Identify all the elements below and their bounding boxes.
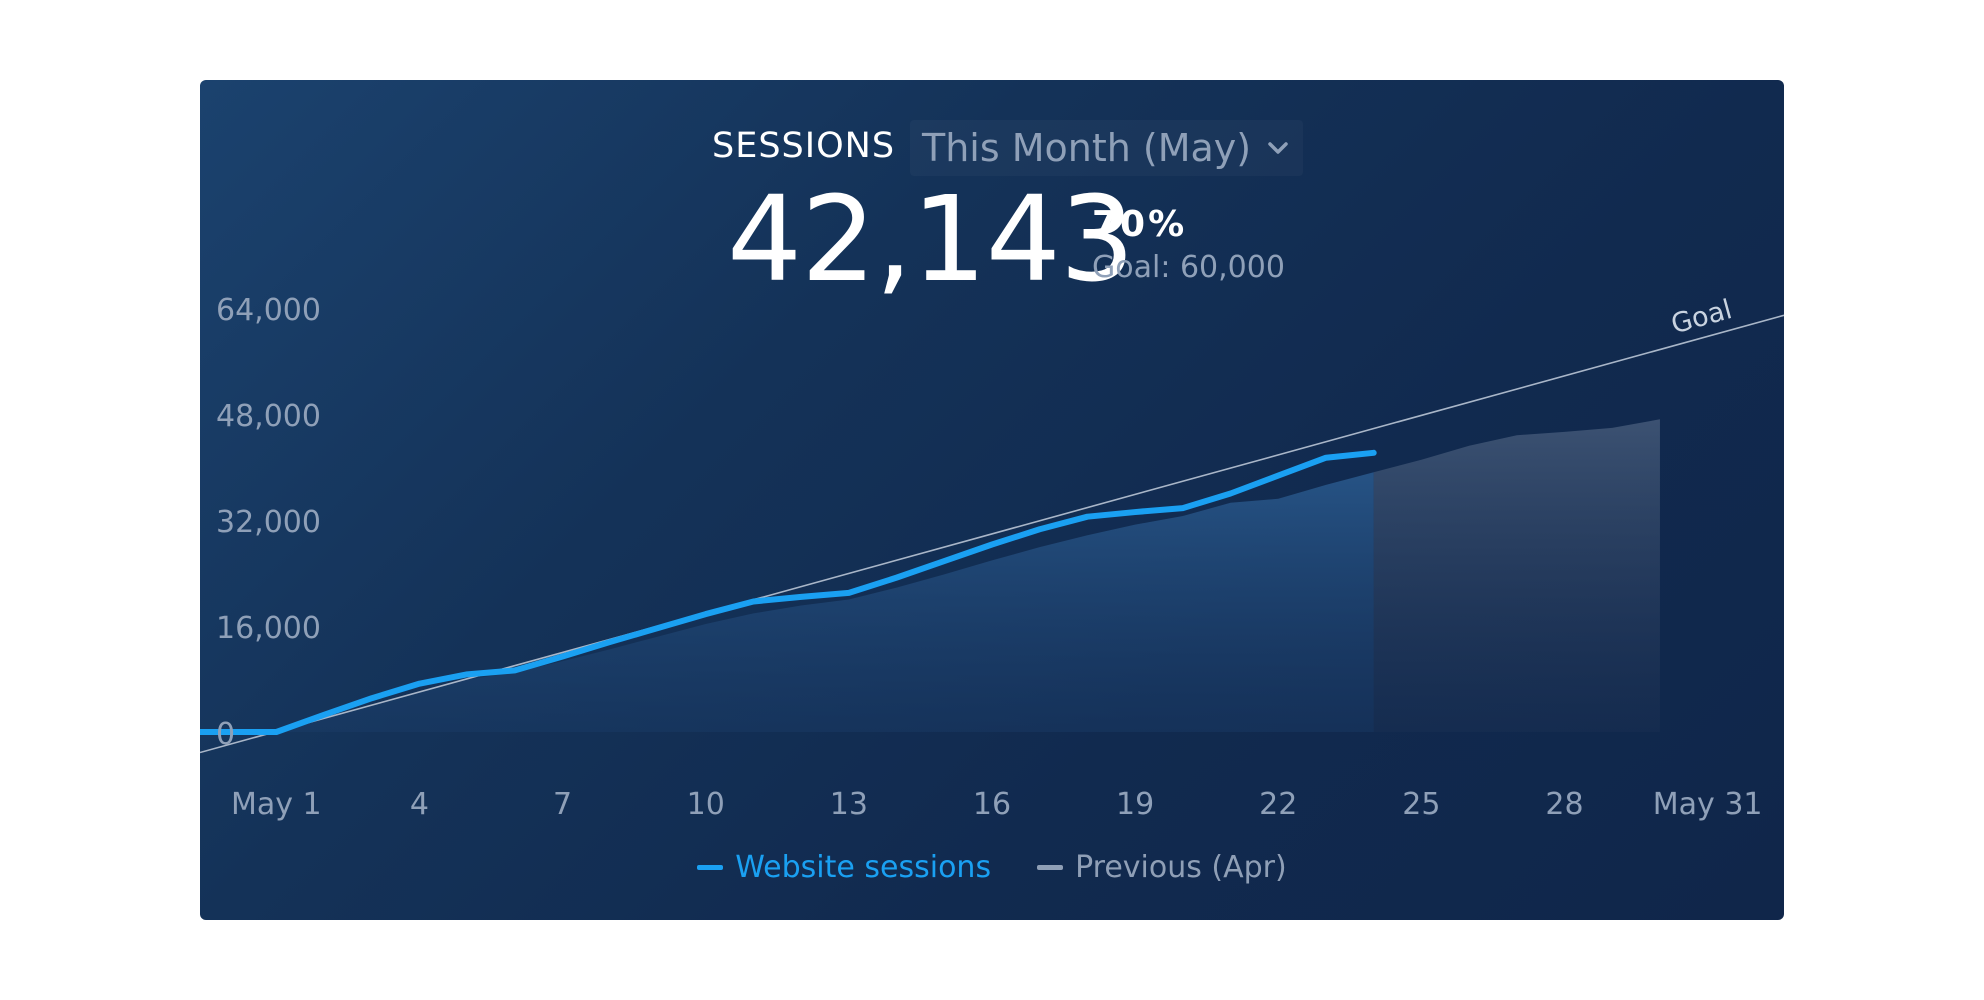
y-tick-label: 32,000: [216, 505, 321, 540]
y-tick-label: 0: [216, 717, 235, 752]
y-tick-label: 16,000: [216, 611, 321, 646]
x-tick-label: 28: [1545, 787, 1583, 822]
previous-area-remaining: [1373, 419, 1660, 732]
legend-item-sessions[interactable]: Website sessions: [697, 850, 991, 885]
x-tick-label: 7: [553, 787, 572, 822]
chart-plot-area: Goal 0 16,000 32,000 48,000 64,000 May 1 4 7 10 13…: [200, 293, 1784, 822]
chart-legend: Website sessions Previous (Apr): [200, 850, 1784, 885]
chevron-down-icon: [1268, 142, 1288, 154]
legend-swatch-previous: [1037, 865, 1064, 870]
x-tick-label: 13: [830, 787, 868, 822]
x-tick-label: 25: [1402, 787, 1440, 822]
legend-label-previous: Previous (Apr): [1075, 850, 1287, 885]
goal-percent: 70%: [1092, 204, 1188, 245]
sessions-chart: Goal 0 16,000 32,000 48,000 64,000 May 1 4 7 10 13…: [200, 293, 1784, 822]
x-tick-label: 19: [1116, 787, 1154, 822]
previous-area-elapsed: [200, 472, 1374, 732]
legend-label-sessions: Website sessions: [735, 850, 992, 885]
x-tick-label: May 31: [1653, 787, 1763, 822]
metric-name: SESSIONS: [712, 126, 896, 166]
x-tick-label: 22: [1259, 787, 1297, 822]
x-tick-label: May 1: [231, 787, 322, 822]
sessions-total-value: 42,143: [727, 170, 1135, 308]
x-tick-label: 4: [410, 787, 429, 822]
card-header: SESSIONS This Month (May) 42,143 70% Goa…: [200, 80, 1784, 340]
sessions-line: [200, 449, 1377, 735]
y-tick-label: 48,000: [216, 399, 321, 434]
x-tick-label: 16: [973, 787, 1011, 822]
x-tick-label: 10: [687, 787, 725, 822]
goal-line: [200, 314, 1784, 754]
legend-swatch-sessions: [697, 865, 724, 870]
legend-item-previous[interactable]: Previous (Apr): [1037, 850, 1287, 885]
goal-target-text: Goal: 60,000: [1092, 250, 1285, 285]
period-dropdown[interactable]: This Month (May): [910, 120, 1303, 176]
period-dropdown-label: This Month (May): [922, 126, 1252, 170]
sessions-card: SESSIONS This Month (May) 42,143 70% Goa…: [200, 80, 1784, 920]
goal-line-label: Goal: [1668, 294, 1736, 340]
y-tick-label: 64,000: [216, 293, 321, 328]
